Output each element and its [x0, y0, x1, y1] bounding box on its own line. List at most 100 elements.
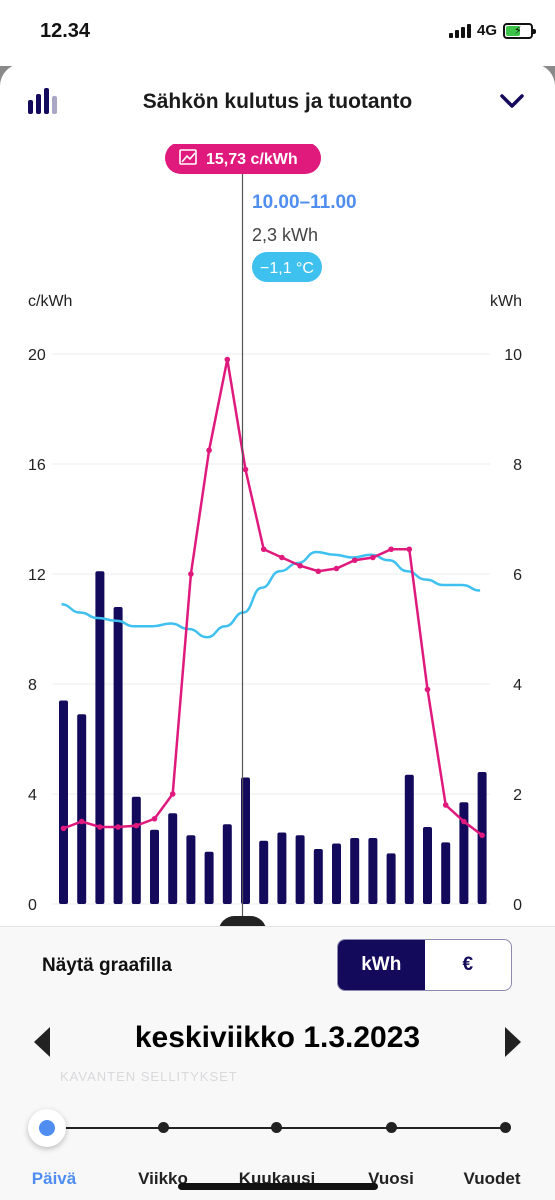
price-point — [260, 546, 267, 553]
tooltip-temperature: −1,1 °C — [260, 260, 314, 277]
tooltip-consumption: 2,3 kWh — [252, 225, 318, 245]
chevron-left-icon[interactable] — [32, 1025, 52, 1059]
price-point — [279, 554, 285, 561]
left-tick-label: 20 — [28, 347, 46, 364]
price-line — [63, 359, 483, 837]
price-point — [479, 832, 485, 839]
price-point — [315, 568, 322, 575]
right-tick-label: 6 — [513, 567, 522, 584]
consumption-bar[interactable] — [350, 838, 360, 904]
price-point — [424, 686, 431, 693]
price-point — [242, 466, 249, 473]
period-week[interactable]: Viikko — [138, 1169, 188, 1188]
period-years[interactable]: Vuodet — [463, 1169, 521, 1188]
price-point — [224, 356, 231, 363]
left-axis-label: c/kWh — [28, 293, 72, 310]
left-tick-label: 8 — [28, 677, 37, 694]
consumption-bar[interactable] — [459, 802, 469, 904]
consumption-bar[interactable] — [295, 835, 305, 904]
slider-stop-year[interactable] — [386, 1122, 397, 1133]
page-title: Sähkön kulutus ja tuotanto — [142, 90, 413, 113]
signal-icon — [448, 23, 471, 38]
kwh-toggle-button[interactable]: kWh — [338, 940, 425, 990]
price-point — [151, 815, 158, 822]
battery-icon: ⚡ — [503, 22, 536, 39]
right-tick-label: 8 — [513, 457, 522, 474]
price-point — [461, 818, 467, 825]
consumption-bar[interactable] — [77, 714, 87, 904]
slider-stop-week[interactable] — [158, 1122, 169, 1133]
right-tick-label: 2 — [513, 787, 522, 804]
chart-sheet: Sähkön kulutus ja tuotanto 20 16 12 8 4 0 10 8… — [0, 64, 555, 1200]
left-tick-label: 12 — [28, 567, 46, 584]
price-point — [169, 791, 176, 797]
consumption-bar[interactable] — [404, 774, 414, 904]
period-year[interactable]: Vuosi — [368, 1169, 414, 1188]
trend-icon — [179, 149, 197, 165]
price-point — [133, 822, 140, 829]
right-axis-label: kWh — [490, 293, 522, 310]
period-day[interactable]: Päivä — [31, 1169, 77, 1188]
consumption-bar[interactable] — [204, 851, 214, 904]
period-slider[interactable]: Päivä Viikko Kuukausi Vuosi Vuodet — [0, 1087, 555, 1188]
consumption-bar[interactable] — [222, 824, 232, 904]
date-navigator: keskiviikko 1.3.2023 — [0, 1017, 555, 1067]
price-point — [115, 824, 121, 830]
left-tick-label: 4 — [28, 787, 37, 804]
price-point — [97, 824, 103, 830]
price-point — [188, 571, 194, 577]
left-tick-label: 0 — [28, 897, 37, 914]
consumption-bar[interactable] — [277, 832, 287, 905]
price-point — [442, 802, 449, 808]
status-icons: 4G ⚡ — [448, 22, 536, 39]
right-tick-label: 0 — [513, 897, 522, 914]
consumption-bar[interactable] — [423, 827, 432, 904]
consumption-bar[interactable] — [150, 829, 159, 904]
left-tick-label: 16 — [28, 457, 46, 474]
price-point — [78, 818, 85, 825]
temperature-badge — [252, 252, 322, 282]
consumption-bar[interactable] — [131, 796, 141, 904]
network-type: 4G — [476, 22, 497, 39]
slider-stop-month[interactable] — [271, 1122, 282, 1133]
consumption-bar[interactable] — [368, 838, 378, 904]
chevron-down-icon[interactable] — [499, 92, 525, 110]
right-tick-label: 4 — [513, 677, 522, 694]
eur-toggle-button[interactable]: € — [462, 954, 474, 975]
slider-knob[interactable] — [28, 1109, 66, 1147]
price-point — [406, 546, 413, 553]
consumption-bar[interactable] — [332, 843, 341, 905]
price-point — [297, 562, 303, 569]
price-point — [388, 546, 394, 553]
consumption-bar[interactable] — [95, 571, 105, 904]
consumption-bar[interactable] — [168, 813, 178, 904]
unit-toggle[interactable]: kWh € — [337, 939, 512, 991]
temperature-line — [61, 550, 481, 639]
price-point — [351, 557, 358, 564]
price-tooltip: 15,73 c/kWh — [206, 151, 298, 168]
slider-stop-years[interactable] — [500, 1122, 511, 1133]
consumption-bar[interactable] — [313, 849, 323, 904]
consumption-bar[interactable] — [386, 853, 396, 904]
consumption-bar[interactable] — [241, 777, 250, 905]
show-on-chart-label: Näytä graafilla — [42, 955, 172, 976]
consumption-bar[interactable] — [59, 700, 68, 905]
consumption-bar[interactable] — [441, 842, 451, 904]
status-time: 12.34 — [40, 20, 91, 42]
ghost-text: KAVANTEN SELLITYKSET — [60, 1069, 238, 1084]
consumption-bar[interactable] — [186, 835, 196, 904]
controls-panel: Näytä graafilla kWh € keskiviikko 1.3.20… — [0, 926, 555, 1200]
chevron-right-icon[interactable] — [503, 1025, 523, 1059]
bar-chart-icon[interactable] — [28, 88, 57, 114]
consumption-bar[interactable] — [259, 840, 269, 904]
price-point — [370, 554, 376, 561]
home-indicator[interactable] — [178, 1183, 378, 1190]
price-point — [206, 447, 212, 454]
right-tick-label: 10 — [504, 347, 522, 364]
status-bar: 12.34 4G ⚡ — [0, 0, 555, 66]
consumption-bar[interactable] — [113, 607, 123, 904]
price-point — [333, 565, 340, 572]
price-tooltip-badge — [165, 144, 321, 174]
current-date: keskiviikko 1.3.2023 — [134, 1021, 421, 1054]
